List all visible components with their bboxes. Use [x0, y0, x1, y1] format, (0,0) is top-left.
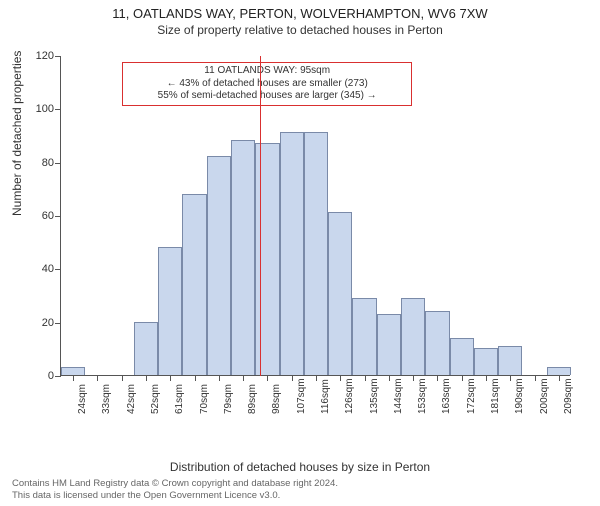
- footer-line-2: This data is licensed under the Open Gov…: [12, 490, 338, 502]
- annotation-line-0: 11 OATLANDS WAY: 95sqm: [129, 65, 405, 78]
- histogram-bar: [207, 156, 231, 375]
- y-tick-label: 0: [24, 370, 54, 382]
- x-tick: [97, 375, 98, 381]
- x-tick-label: 33sqm: [101, 384, 112, 414]
- y-tick: [55, 109, 61, 110]
- histogram-plot: 02040608010012024sqm33sqm42sqm52sqm61sqm…: [60, 56, 570, 376]
- x-tick-label: 70sqm: [199, 384, 210, 414]
- y-tick-label: 120: [24, 50, 54, 62]
- y-tick: [55, 216, 61, 217]
- x-tick: [243, 375, 244, 381]
- histogram-bar: [61, 367, 85, 375]
- y-tick: [55, 56, 61, 57]
- x-tick: [73, 375, 74, 381]
- x-tick: [219, 375, 220, 381]
- x-tick: [195, 375, 196, 381]
- histogram-bar: [498, 346, 522, 375]
- x-tick-label: 153sqm: [417, 378, 428, 414]
- x-tick-label: 42sqm: [126, 384, 137, 414]
- histogram-bar: [231, 140, 255, 375]
- x-tick-label: 126sqm: [344, 378, 355, 414]
- x-tick-label: 209sqm: [563, 378, 574, 414]
- annotation-line-1: ← 43% of detached houses are smaller (27…: [129, 78, 405, 91]
- y-tick: [55, 163, 61, 164]
- y-tick-label: 80: [24, 157, 54, 169]
- x-tick-label: 135sqm: [369, 378, 380, 414]
- footer-attribution: Contains HM Land Registry data © Crown c…: [12, 478, 338, 502]
- annotation-line-2: 55% of semi-detached houses are larger (…: [129, 90, 405, 103]
- x-tick-label: 163sqm: [441, 378, 452, 414]
- histogram-bar: [450, 338, 474, 375]
- page-title: 11, OATLANDS WAY, PERTON, WOLVERHAMPTON,…: [0, 6, 600, 21]
- x-axis-label: Distribution of detached houses by size …: [0, 460, 600, 474]
- x-tick-label: 181sqm: [490, 378, 501, 414]
- histogram-bar: [328, 212, 352, 375]
- y-tick: [55, 269, 61, 270]
- x-tick-label: 79sqm: [223, 384, 234, 414]
- histogram-bar: [425, 311, 449, 375]
- x-tick: [170, 375, 171, 381]
- histogram-bar: [158, 247, 182, 375]
- x-tick: [389, 375, 390, 381]
- x-tick-label: 190sqm: [514, 378, 525, 414]
- histogram-bar: [182, 194, 206, 375]
- x-tick-label: 200sqm: [539, 378, 550, 414]
- footer-line-1: Contains HM Land Registry data © Crown c…: [12, 478, 338, 490]
- x-tick: [267, 375, 268, 381]
- x-tick-label: 89sqm: [247, 384, 258, 414]
- x-tick-label: 107sqm: [296, 378, 307, 414]
- histogram-bar: [474, 348, 498, 375]
- x-tick: [535, 375, 536, 381]
- x-tick-label: 52sqm: [150, 384, 161, 414]
- x-tick-label: 61sqm: [174, 384, 185, 414]
- x-tick: [510, 375, 511, 381]
- x-tick: [316, 375, 317, 381]
- x-tick: [462, 375, 463, 381]
- histogram-bar: [401, 298, 425, 375]
- histogram-bar: [377, 314, 401, 375]
- x-tick: [122, 375, 123, 381]
- x-tick: [413, 375, 414, 381]
- y-tick-label: 20: [24, 317, 54, 329]
- y-tick: [55, 323, 61, 324]
- y-tick: [55, 376, 61, 377]
- x-tick-label: 98sqm: [271, 384, 282, 414]
- page-subtitle: Size of property relative to detached ho…: [0, 23, 600, 37]
- y-tick-label: 60: [24, 210, 54, 222]
- histogram-bar: [352, 298, 376, 375]
- histogram-bar: [304, 132, 328, 375]
- chart-area: 02040608010012024sqm33sqm42sqm52sqm61sqm…: [60, 56, 570, 406]
- x-tick: [365, 375, 366, 381]
- y-tick-label: 40: [24, 263, 54, 275]
- x-tick: [486, 375, 487, 381]
- x-tick-label: 24sqm: [77, 384, 88, 414]
- x-tick: [292, 375, 293, 381]
- x-tick: [437, 375, 438, 381]
- histogram-bar: [547, 367, 571, 375]
- y-axis-label: Number of detached properties: [10, 51, 24, 216]
- x-tick-label: 144sqm: [393, 378, 404, 414]
- subject-marker-line: [260, 56, 261, 376]
- x-tick-label: 172sqm: [466, 378, 477, 414]
- x-tick: [340, 375, 341, 381]
- histogram-bar: [134, 322, 158, 375]
- x-tick-label: 116sqm: [320, 379, 331, 414]
- x-tick: [146, 375, 147, 381]
- x-tick: [559, 375, 560, 381]
- histogram-bar: [280, 132, 304, 375]
- y-tick-label: 100: [24, 103, 54, 115]
- annotation-box: 11 OATLANDS WAY: 95sqm← 43% of detached …: [122, 62, 412, 106]
